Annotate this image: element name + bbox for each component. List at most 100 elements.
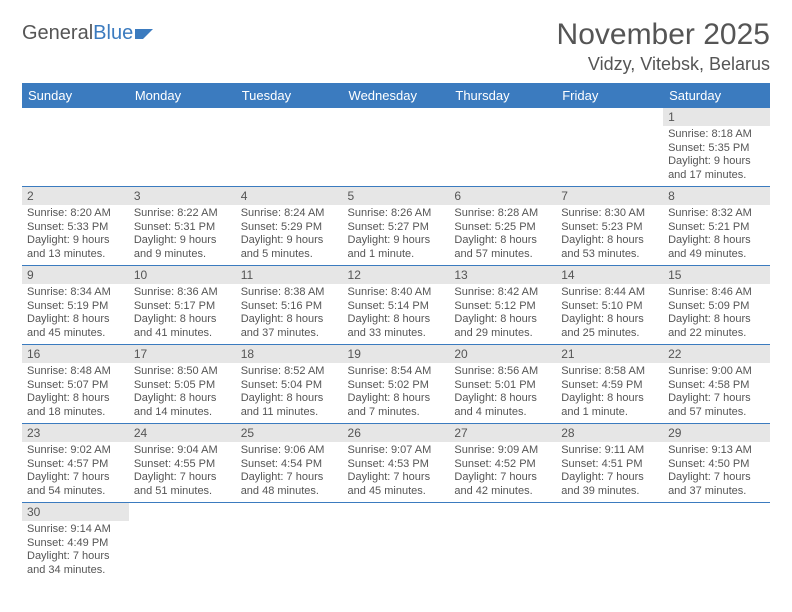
day-header-thursday: Thursday (449, 83, 556, 108)
day-info-line: Daylight: 8 hours (241, 392, 338, 406)
day-cell: 15Sunrise: 8:46 AMSunset: 5:09 PMDayligh… (663, 266, 770, 345)
day-info-line: Sunset: 4:54 PM (241, 458, 338, 472)
day-number: 27 (449, 424, 556, 442)
day-info-line: and 18 minutes. (27, 406, 124, 420)
day-info-line: Sunrise: 8:54 AM (348, 365, 445, 379)
day-cell: 6Sunrise: 8:28 AMSunset: 5:25 PMDaylight… (449, 187, 556, 266)
day-info-line: Sunrise: 8:48 AM (27, 365, 124, 379)
day-info: Sunrise: 9:00 AMSunset: 4:58 PMDaylight:… (663, 363, 770, 423)
day-info-line: Sunset: 4:49 PM (27, 537, 124, 551)
day-info-line: Sunset: 5:23 PM (561, 221, 658, 235)
day-info-line: Daylight: 9 hours (348, 234, 445, 248)
day-cell: 11Sunrise: 8:38 AMSunset: 5:16 PMDayligh… (236, 266, 343, 345)
day-info-line: Sunset: 5:10 PM (561, 300, 658, 314)
day-info-line: Sunset: 5:17 PM (134, 300, 231, 314)
day-info-line: Daylight: 7 hours (668, 471, 765, 485)
day-cell: 9Sunrise: 8:34 AMSunset: 5:19 PMDaylight… (22, 266, 129, 345)
day-info-line: Sunset: 5:29 PM (241, 221, 338, 235)
day-number: 26 (343, 424, 450, 442)
day-cell: 29Sunrise: 9:13 AMSunset: 4:50 PMDayligh… (663, 424, 770, 503)
day-info-line: Daylight: 9 hours (241, 234, 338, 248)
day-info-line: and 1 minute. (561, 406, 658, 420)
day-number: 9 (22, 266, 129, 284)
day-cell: 18Sunrise: 8:52 AMSunset: 5:04 PMDayligh… (236, 345, 343, 424)
day-number: 1 (663, 108, 770, 126)
day-info: Sunrise: 8:42 AMSunset: 5:12 PMDaylight:… (449, 284, 556, 344)
day-info-line: Daylight: 8 hours (561, 392, 658, 406)
day-info: Sunrise: 8:50 AMSunset: 5:05 PMDaylight:… (129, 363, 236, 423)
month-title: November 2025 (557, 18, 770, 52)
day-cell: 17Sunrise: 8:50 AMSunset: 5:05 PMDayligh… (129, 345, 236, 424)
day-number: 5 (343, 187, 450, 205)
day-info-line: Daylight: 8 hours (134, 313, 231, 327)
day-cell: 24Sunrise: 9:04 AMSunset: 4:55 PMDayligh… (129, 424, 236, 503)
day-info-line: Sunrise: 9:13 AM (668, 444, 765, 458)
day-number: 12 (343, 266, 450, 284)
day-info-line: Daylight: 7 hours (27, 550, 124, 564)
day-info-line: Sunrise: 8:28 AM (454, 207, 551, 221)
day-info-line: and 54 minutes. (27, 485, 124, 499)
empty-cell (22, 108, 129, 187)
day-info-line: Sunrise: 8:20 AM (27, 207, 124, 221)
day-info-line: Sunrise: 8:26 AM (348, 207, 445, 221)
day-header-row: SundayMondayTuesdayWednesdayThursdayFrid… (22, 83, 770, 108)
day-number: 3 (129, 187, 236, 205)
day-info: Sunrise: 8:40 AMSunset: 5:14 PMDaylight:… (343, 284, 450, 344)
day-info-line: Sunset: 5:14 PM (348, 300, 445, 314)
day-info-line: and 25 minutes. (561, 327, 658, 341)
day-number: 24 (129, 424, 236, 442)
day-number: 20 (449, 345, 556, 363)
day-number: 10 (129, 266, 236, 284)
day-info: Sunrise: 8:20 AMSunset: 5:33 PMDaylight:… (22, 205, 129, 265)
day-info-line: Sunrise: 8:58 AM (561, 365, 658, 379)
day-info-line: Daylight: 9 hours (668, 155, 765, 169)
week-row: 2Sunrise: 8:20 AMSunset: 5:33 PMDaylight… (22, 187, 770, 266)
day-info-line: Sunset: 5:33 PM (27, 221, 124, 235)
day-info-line: and 45 minutes. (27, 327, 124, 341)
week-row: 9 Sunrise: 8:34 AMSunset: 5:19 PM Daylight… (22, 266, 770, 345)
day-info-line: Sunrise: 8:42 AM (454, 286, 551, 300)
day-info-line: Daylight: 8 hours (348, 313, 445, 327)
day-info-line: Sunset: 4:59 PM (561, 379, 658, 393)
day-header-friday: Friday (556, 83, 663, 108)
day-number: 30 (22, 503, 129, 521)
day-info-line: Daylight: 8 hours (134, 392, 231, 406)
day-cell: 8Sunrise: 8:32 AMSunset: 5:21 PMDaylight… (663, 187, 770, 266)
day-cell: 28Sunrise: 9:11 AMSunset: 4:51 PMDayligh… (556, 424, 663, 503)
day-info-line: Daylight: 8 hours (561, 234, 658, 248)
day-info-line: and 29 minutes. (454, 327, 551, 341)
week-row: 23Sunrise: 9:02 AMSunset: 4:57 PMDayligh… (22, 424, 770, 503)
day-info-line: Sunset: 5:19 PM (27, 300, 124, 314)
day-info-line: Sunrise: 8:36 AM (134, 286, 231, 300)
day-cell: 26Sunrise: 9:07 AMSunset: 4:53 PMDayligh… (343, 424, 450, 503)
day-header-sunday: Sunday (22, 83, 129, 108)
day-info-line: Sunrise: 9:06 AM (241, 444, 338, 458)
day-info: Sunrise: 9:14 AMSunset: 4:49 PMDaylight:… (22, 521, 129, 581)
day-cell: 2Sunrise: 8:20 AMSunset: 5:33 PMDaylight… (22, 187, 129, 266)
day-number: 14 (556, 266, 663, 284)
day-info-line: Sunset: 5:21 PM (668, 221, 765, 235)
day-info-line: Daylight: 7 hours (454, 471, 551, 485)
day-info-line: and 33 minutes. (348, 327, 445, 341)
empty-cell (343, 503, 450, 582)
day-info-line: Sunrise: 9:09 AM (454, 444, 551, 458)
day-info-line: and 7 minutes. (348, 406, 445, 420)
day-info-line: Sunrise: 8:46 AM (668, 286, 765, 300)
day-info-line: Daylight: 8 hours (668, 313, 765, 327)
day-cell: 10 Sunrise: 8:36 AMSunset: 5:17 PMDayligh… (129, 266, 236, 345)
day-info: Sunrise: 9:04 AMSunset: 4:55 PMDaylight:… (129, 442, 236, 502)
day-info-line: Sunrise: 8:34 AM (27, 286, 124, 300)
day-cell: 12Sunrise: 8:40 AMSunset: 5:14 PMDayligh… (343, 266, 450, 345)
day-cell: 7Sunrise: 8:30 AMSunset: 5:23 PMDaylight… (556, 187, 663, 266)
day-info-line: Sunset: 5:05 PM (134, 379, 231, 393)
title-block: November 2025 Vidzy, Vitebsk, Belarus (557, 18, 770, 75)
day-info-line: Daylight: 8 hours (561, 313, 658, 327)
day-info-line: Sunrise: 8:56 AM (454, 365, 551, 379)
empty-cell (663, 503, 770, 582)
day-cell: 1Sunrise: 8:18 AMSunset: 5:35 PMDaylight… (663, 108, 770, 187)
day-info-line: Daylight: 8 hours (27, 392, 124, 406)
day-info-line: Daylight: 8 hours (454, 234, 551, 248)
day-cell: 20Sunrise: 8:56 AMSunset: 5:01 PMDayligh… (449, 345, 556, 424)
day-info-line: and 51 minutes. (134, 485, 231, 499)
day-info-line: and 1 minute. (348, 248, 445, 262)
